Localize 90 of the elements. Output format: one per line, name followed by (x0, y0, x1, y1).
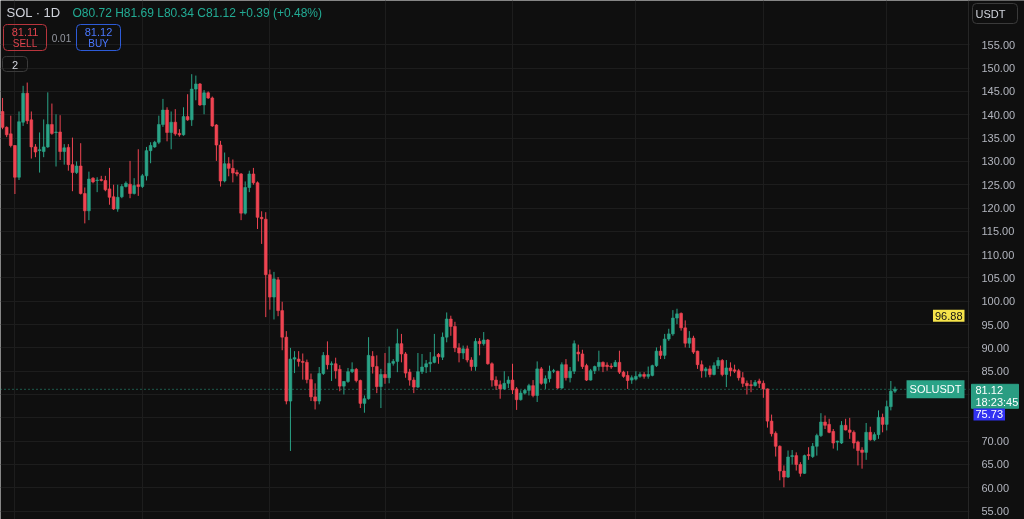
candlestick (379, 368, 383, 409)
candlestick (823, 415, 827, 430)
y-tick-label: 110.00 (981, 248, 1015, 261)
candlestick (165, 106, 169, 142)
candlestick (671, 309, 675, 337)
candlestick (169, 110, 173, 150)
candlestick (864, 422, 868, 461)
candlestick (41, 118, 46, 158)
annotation: USDT (975, 7, 1006, 20)
candlestick (198, 82, 202, 107)
candlestick (222, 152, 227, 183)
candlestick (876, 409, 881, 440)
annotation: 0.01 (51, 32, 72, 44)
candlestick (272, 271, 276, 320)
candlestick (880, 413, 885, 433)
candlestick (128, 160, 132, 199)
candlestick (794, 451, 798, 472)
y-tick-label: 115.00 (981, 225, 1015, 238)
candlestick (50, 103, 54, 136)
candlestick (173, 108, 177, 137)
candlestick (46, 91, 50, 149)
candlestick (564, 358, 568, 382)
y-tick-label: 65.00 (981, 458, 1010, 471)
candlestick (66, 143, 71, 172)
annotation: BUY (88, 38, 110, 49)
y-tick-label: 95.00 (981, 318, 1010, 331)
y-tick-label: 85.00 (981, 365, 1010, 378)
candlestick (301, 352, 305, 381)
y-tick-label: 105.00 (981, 271, 1016, 284)
candlestick (54, 113, 58, 168)
candlestick (601, 360, 605, 373)
annotation: 96.88 (934, 309, 963, 322)
candlestick (498, 380, 502, 400)
y-tick-label: 90.00 (981, 341, 1010, 354)
candlestick (107, 167, 112, 206)
candlestick (383, 352, 387, 385)
candlestick (202, 89, 206, 115)
candlestick (852, 429, 856, 450)
y-tick-label: 135.00 (981, 132, 1016, 145)
y-tick-label: 60.00 (981, 481, 1010, 494)
candlestick (231, 159, 235, 183)
y-tick-label: 70.00 (981, 435, 1010, 448)
chart-title: SOL · 1D (6, 5, 61, 20)
candlestick (597, 350, 601, 372)
candlestick (58, 114, 62, 161)
annotation: SELL (12, 38, 38, 49)
y-tick-label: 125.00 (981, 178, 1016, 191)
y-tick-label: 155.00 (981, 38, 1016, 51)
candlestick (786, 449, 790, 479)
candlestick (617, 350, 622, 375)
candlestick (338, 364, 342, 392)
annotation: 81.11 (11, 25, 39, 38)
y-tick-label: 145.00 (981, 85, 1016, 98)
candlestick (185, 93, 190, 122)
candlestick (831, 428, 835, 450)
y-tick-label: 150.00 (981, 62, 1016, 75)
candlestick (70, 137, 75, 192)
candlestick (605, 361, 609, 372)
y-tick-label: 55.00 (981, 505, 1010, 518)
candlestick (325, 340, 330, 370)
candlestick (95, 176, 99, 193)
candlestick (375, 354, 379, 394)
candlestick (502, 370, 506, 391)
y-tick-label: 120.00 (981, 202, 1016, 215)
y-tick-label: 140.00 (981, 108, 1016, 121)
candlestick (395, 328, 400, 373)
candlestick (745, 380, 749, 396)
annotation: 75.73 (975, 408, 1004, 421)
candlestick (387, 346, 391, 384)
candlestick (634, 370, 638, 382)
candlestick (181, 106, 186, 137)
candlestick (642, 371, 646, 380)
y-tick-label: 100.00 (981, 295, 1016, 308)
y-tick-label: 130.00 (981, 155, 1016, 168)
candlestick (37, 131, 42, 174)
ref-line-label: SOLUSDT (909, 383, 962, 396)
candlestick (839, 420, 844, 445)
annotation: 81.12 (975, 384, 1004, 397)
annotation: 18:23:45 (975, 396, 1019, 409)
candlestick (136, 148, 140, 197)
annotation: O80.72 H81.69 L80.34 C81.12 +0.39 (+0.48%) (72, 5, 323, 20)
candlestick (749, 379, 753, 393)
candlestick (111, 184, 116, 211)
annotation: 2 (11, 58, 19, 71)
candlestick (62, 143, 66, 166)
candlestick (329, 360, 334, 382)
annotation: 81.12 (84, 25, 113, 38)
candlestick (116, 184, 120, 213)
candlestick (428, 351, 432, 373)
candlestick (638, 371, 642, 379)
